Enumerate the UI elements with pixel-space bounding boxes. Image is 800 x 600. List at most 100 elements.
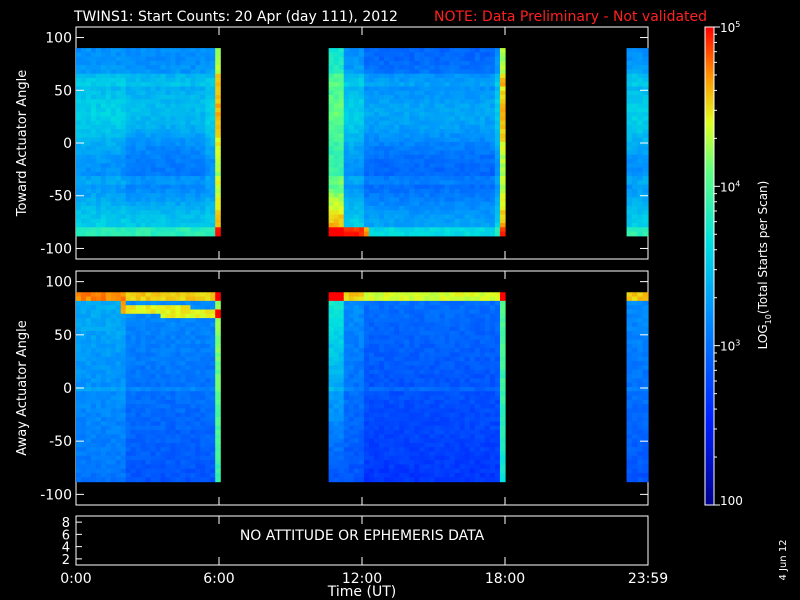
away-heat-cell — [185, 404, 191, 410]
away-heat-cell — [90, 374, 97, 379]
away-heat-cell — [130, 438, 137, 444]
toward-heat-cell — [489, 112, 496, 117]
away-heat-cell — [165, 382, 172, 388]
toward-heat-cell — [175, 112, 182, 117]
away-heat-cell — [389, 434, 395, 440]
away-heat-cell — [190, 348, 196, 354]
toward-heat-cell — [363, 180, 370, 186]
toward-heat-cell — [170, 52, 177, 58]
away-heat-cell — [155, 352, 162, 358]
away-heat-cell — [135, 472, 142, 478]
toward-heat-cell — [185, 90, 191, 96]
away-heat-cell — [85, 434, 92, 440]
toward-heat-cell — [489, 167, 496, 173]
away-heat-cell — [409, 322, 415, 328]
toward-heat-cell — [353, 65, 360, 71]
toward-heat-cell — [145, 60, 152, 66]
toward-heat-cell — [404, 48, 410, 53]
toward-heat-cell — [469, 129, 476, 135]
toward-heat-cell — [429, 163, 436, 169]
toward-heat-cell — [185, 146, 191, 152]
toward-heat-cell — [474, 227, 481, 233]
away-heat-cell — [379, 309, 385, 315]
toward-heat-cell — [125, 56, 132, 62]
toward-heat-cell — [85, 150, 92, 156]
toward-heat-cell — [105, 201, 112, 207]
toward-heat-cell — [414, 116, 420, 122]
toward-heat-cell — [165, 205, 172, 211]
away-heat-cell — [389, 425, 395, 431]
toward-heat-cell — [479, 167, 486, 173]
toward-heat-cell — [76, 163, 82, 169]
toward-heat-cell — [125, 159, 132, 164]
away-heat-cell — [389, 447, 395, 453]
away-heat-cell — [140, 472, 147, 478]
toward-heat-cell — [499, 137, 506, 143]
toward-heat-cell — [155, 159, 162, 164]
toward-heat-cell — [190, 107, 196, 113]
toward-heat-cell — [394, 48, 400, 53]
toward-heat-cell — [180, 210, 186, 216]
toward-heat-cell — [210, 137, 216, 143]
toward-heat-cell — [150, 218, 157, 224]
away-heat-cell — [155, 365, 162, 371]
away-heat-cell — [384, 343, 390, 349]
toward-heat-cell — [328, 86, 335, 92]
toward-heat-cell — [484, 197, 491, 203]
away-heat-cell — [328, 442, 335, 448]
toward-heat-cell — [449, 99, 456, 105]
toward-heat-cell — [120, 107, 127, 113]
toward-heat-cell — [110, 188, 117, 194]
toward-heat-cell — [333, 124, 340, 130]
away-heat-cell — [358, 468, 365, 474]
away-heat-cell — [76, 425, 82, 431]
away-heat-cell — [110, 417, 117, 422]
toward-heat-cell — [444, 112, 451, 117]
away-heat-cell — [76, 408, 82, 414]
away-heat-cell — [90, 417, 97, 422]
toward-heat-cell — [414, 201, 420, 207]
toward-heat-cell — [155, 210, 162, 216]
toward-heat-cell — [150, 133, 157, 139]
away-heat-cell — [343, 356, 350, 362]
away-heat-cell — [76, 404, 82, 410]
toward-heat-cell — [439, 193, 446, 199]
toward-heat-cell — [439, 137, 446, 143]
toward-heat-cell — [363, 73, 370, 79]
away-heat-cell — [140, 361, 147, 367]
away-heat-cell — [379, 365, 385, 371]
away-heat-cell — [155, 386, 162, 392]
away-heat-cell — [399, 313, 405, 319]
toward-heat-cell — [626, 210, 633, 216]
away-heat-cell — [205, 356, 211, 362]
toward-heat-cell — [358, 137, 365, 143]
toward-heat-cell — [200, 193, 206, 199]
toward-heat-cell — [494, 218, 501, 224]
away-heat-cell — [180, 339, 186, 345]
toward-heat-cell — [95, 176, 102, 181]
toward-heat-cell — [76, 184, 82, 190]
away-heat-cell — [200, 335, 206, 341]
toward-heat-cell — [210, 95, 216, 100]
away-heat-cell — [160, 356, 167, 362]
toward-heat-cell — [368, 193, 375, 199]
toward-heat-cell — [394, 90, 400, 96]
toward-heat-cell — [626, 107, 633, 113]
away-heat-cell — [145, 434, 152, 440]
away-heat-cell — [160, 408, 167, 414]
toward-heat-cell — [195, 69, 201, 75]
toward-heat-cell — [115, 116, 122, 122]
away-heat-cell — [379, 460, 385, 465]
away-heat-cell — [333, 421, 340, 427]
toward-heat-cell — [414, 99, 420, 105]
away-heat-cell — [76, 412, 82, 418]
toward-heat-cell — [135, 103, 142, 109]
toward-heat-cell — [348, 86, 355, 92]
toward-heat-cell — [459, 120, 466, 126]
toward-heat-cell — [190, 223, 196, 228]
toward-heat-cell — [414, 188, 420, 194]
away-heat-cell — [140, 468, 147, 474]
toward-heat-cell — [399, 60, 405, 66]
toward-heat-cell — [464, 82, 471, 88]
toward-heat-cell — [76, 197, 82, 203]
